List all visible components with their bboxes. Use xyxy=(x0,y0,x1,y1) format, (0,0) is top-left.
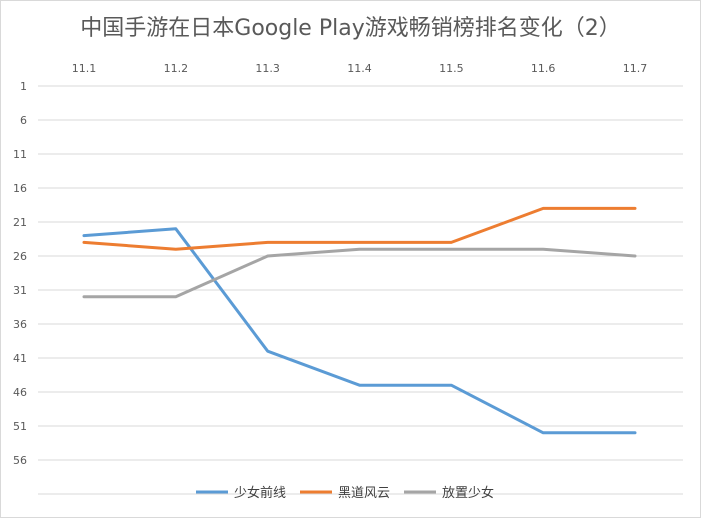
y-tick-label: 21 xyxy=(13,216,27,229)
y-tick-label: 51 xyxy=(13,420,27,433)
y-tick-label: 41 xyxy=(13,352,27,365)
x-tick-label: 11.1 xyxy=(72,62,97,75)
legend-label: 少女前线 xyxy=(234,485,286,501)
x-tick-label: 11.7 xyxy=(623,62,648,75)
x-tick-label: 11.2 xyxy=(164,62,189,75)
legend: 少女前线 黑道风云 放置少女 xyxy=(196,485,494,501)
y-tick-label: 16 xyxy=(13,182,27,195)
y-tick-label: 6 xyxy=(20,114,27,127)
y-tick-label: 1 xyxy=(20,80,27,93)
y-tick-label: 31 xyxy=(13,284,27,297)
x-tick-label: 11.5 xyxy=(439,62,464,75)
series-line-2 xyxy=(82,206,637,251)
x-tick-label: 11.4 xyxy=(347,62,372,75)
chart-title: 中国手游在日本Google Play游戏畅销榜排名变化（2） xyxy=(80,16,621,41)
y-tick-label: 26 xyxy=(13,250,27,263)
x-tick-label: 11.6 xyxy=(531,62,556,75)
grid-lines xyxy=(38,85,683,495)
y-tick-label: 46 xyxy=(13,386,27,399)
y-tick-label: 56 xyxy=(13,454,27,467)
legend-label: 放置少女 xyxy=(442,485,494,501)
series-line-3 xyxy=(82,247,637,299)
x-tick-label: 11.3 xyxy=(255,62,280,75)
series-line-1 xyxy=(82,227,637,435)
x-axis-labels: 11.1 11.2 11.3 11.4 11.5 11.6 11.7 xyxy=(72,62,648,75)
legend-label: 黑道风云 xyxy=(338,486,390,501)
y-tick-label: 36 xyxy=(13,318,27,331)
y-tick-label: 11 xyxy=(13,148,27,161)
series-lines xyxy=(82,206,637,435)
